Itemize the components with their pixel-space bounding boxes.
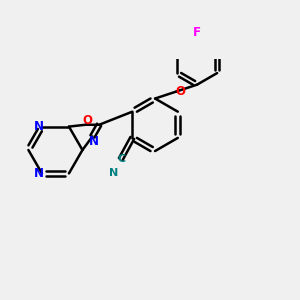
Text: F: F [193,26,201,39]
Text: N: N [89,135,99,148]
Text: N: N [34,167,44,180]
Text: C: C [118,154,126,164]
Text: O: O [82,114,93,127]
Text: O: O [176,85,186,98]
Text: N: N [109,168,119,178]
Text: N: N [34,120,44,133]
